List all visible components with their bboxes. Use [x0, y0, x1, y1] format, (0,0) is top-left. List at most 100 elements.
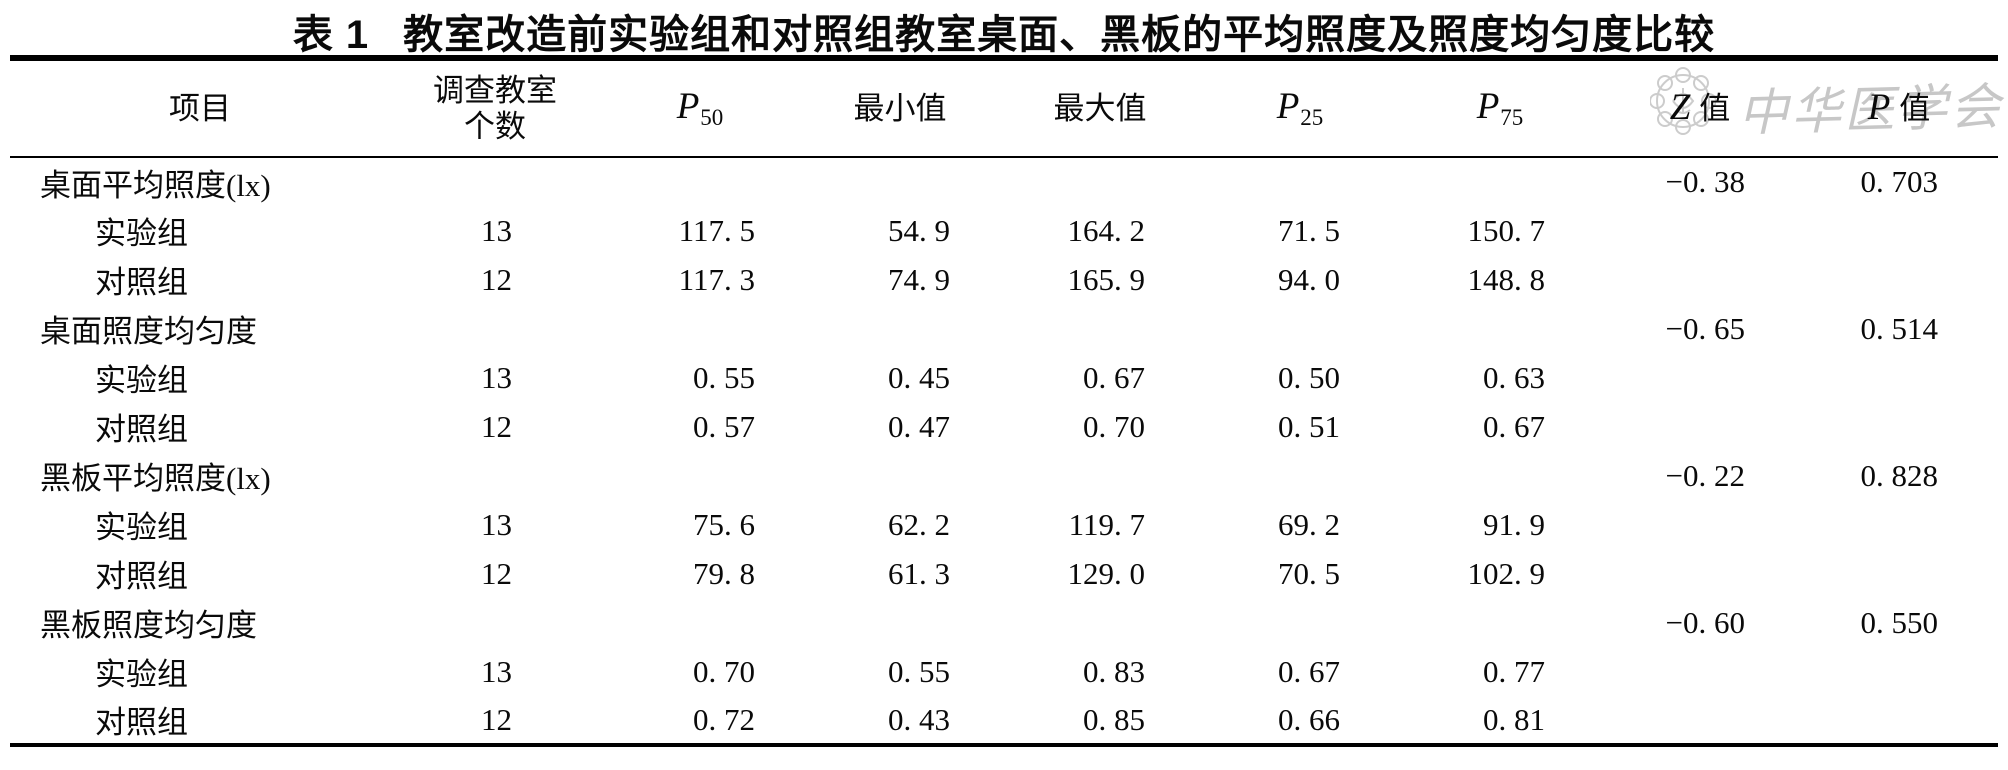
group-row: 实验组 13 0. 55 0. 45 0. 67 0. 50 0. 63 [10, 353, 1998, 402]
cell-z-value: −0. 38 [1665, 164, 1745, 199]
cell-p-value: 0. 703 [1860, 164, 1939, 199]
cell-p25: 69. 2 [1278, 506, 1340, 542]
cell-p75: 150. 7 [1467, 212, 1546, 248]
cell-empty [1600, 696, 1800, 745]
table-title-text: 教室改造前实验组和对照组教室桌面、黑板的平均照度及照度均匀度比较 [403, 12, 1716, 57]
cell-min: 0. 43 [888, 701, 950, 737]
cell-p50: 117. 3 [678, 261, 755, 297]
group-label: 实验组 [95, 216, 188, 251]
cell-p25: 0. 51 [1278, 408, 1340, 444]
col-header-min: 最小值 [800, 58, 1000, 158]
p25-symbol: P [1276, 85, 1300, 127]
cell-p75: 102. 9 [1467, 555, 1546, 591]
cell-empty [1600, 402, 1800, 451]
p50-symbol: P [676, 85, 700, 127]
cell-count: 13 [481, 359, 512, 395]
p75-subscript: 75 [1500, 104, 1524, 130]
cell-min: 54. 9 [888, 212, 950, 248]
cell-min: 0. 45 [888, 359, 950, 395]
cell-p25: 0. 66 [1278, 701, 1340, 737]
section-label: 桌面照度均匀度 [40, 314, 257, 349]
group-label: 对照组 [95, 705, 188, 740]
group-label: 对照组 [95, 265, 188, 300]
cell-p75: 0. 77 [1483, 653, 1545, 689]
col-header-classroom-count-line2: 个数 [464, 108, 526, 144]
p-symbol: P [1867, 87, 1891, 129]
cell-z-value: −0. 60 [1665, 604, 1745, 640]
cell-count: 13 [481, 506, 512, 542]
cell-empty [1600, 549, 1800, 598]
cell-empty [1600, 647, 1800, 696]
section-row: 黑板平均照度(lx) −0. 22 0. 828 [10, 451, 1998, 500]
cell-empty [1600, 206, 1800, 255]
cell-max: 0. 67 [1083, 359, 1145, 395]
group-row: 实验组 13 117. 5 54. 9 164. 2 71. 5 150. 7 [10, 206, 1998, 255]
cell-p-value: 0. 514 [1860, 310, 1939, 346]
col-header-max: 最大值 [1000, 58, 1200, 158]
group-row: 实验组 13 0. 70 0. 55 0. 83 0. 67 0. 77 [10, 647, 1998, 696]
group-label: 对照组 [95, 412, 188, 447]
group-row: 对照组 12 0. 57 0. 47 0. 70 0. 51 0. 67 [10, 402, 1998, 451]
cell-min: 62. 2 [888, 506, 950, 542]
col-header-p75: P75 [1400, 58, 1600, 158]
cell-p25: 94. 0 [1278, 261, 1340, 297]
group-row: 对照组 12 117. 3 74. 9 165. 9 94. 0 148. 8 [10, 255, 1998, 304]
cell-empty [1800, 500, 1998, 549]
z-symbol: Z [1669, 87, 1691, 129]
cell-p50: 0. 70 [693, 653, 755, 689]
cell-empty [1800, 206, 1998, 255]
group-row: 实验组 13 75. 6 62. 2 119. 7 69. 2 91. 9 [10, 500, 1998, 549]
cell-p75: 0. 81 [1483, 701, 1545, 737]
section-label: 黑板平均照度(lx) [40, 461, 271, 496]
table-title: 表 1 教室改造前实验组和对照组教室桌面、黑板的平均照度及照度均匀度比较 [0, 2, 2008, 60]
cell-z-value: −0. 65 [1665, 310, 1745, 346]
section-label: 黑板照度均匀度 [40, 608, 257, 643]
cell-p50: 0. 72 [693, 701, 755, 737]
cell-max: 129. 0 [1067, 555, 1146, 591]
group-label: 实验组 [95, 657, 188, 692]
cell-max: 0. 83 [1083, 653, 1145, 689]
cell-count: 12 [481, 701, 512, 737]
cell-count: 13 [481, 212, 512, 248]
section-row: 桌面平均照度(lx) −0. 38 0. 703 [10, 157, 1998, 206]
col-header-classroom-count: 调查教室 个数 [390, 58, 600, 158]
cell-count: 12 [481, 261, 512, 297]
cell-empty [1800, 549, 1998, 598]
cell-empty [1600, 353, 1800, 402]
cell-empty [1800, 402, 1998, 451]
cell-max: 164. 2 [1067, 212, 1146, 248]
cell-empty [1800, 255, 1998, 304]
z-value-label: 值 [1699, 91, 1731, 127]
cell-p50: 0. 55 [693, 359, 755, 395]
cell-p50: 117. 5 [678, 212, 755, 248]
cell-p50: 75. 6 [693, 506, 755, 542]
cell-min: 0. 55 [888, 653, 950, 689]
cell-p50: 0. 57 [693, 408, 755, 444]
p-value-label: 值 [1899, 91, 1931, 127]
cell-max: 165. 9 [1067, 261, 1146, 297]
group-row: 对照组 12 79. 8 61. 3 129. 0 70. 5 102. 9 [10, 549, 1998, 598]
cell-empty [1600, 500, 1800, 549]
cell-p50: 79. 8 [693, 555, 755, 591]
section-row: 黑板照度均匀度 −0. 60 0. 550 [10, 598, 1998, 647]
cell-empty [1800, 353, 1998, 402]
cell-p75: 0. 63 [1483, 359, 1545, 395]
cell-min: 61. 3 [888, 555, 950, 591]
cell-z-value: −0. 22 [1665, 457, 1745, 493]
cell-p-value: 0. 828 [1860, 457, 1939, 493]
cell-count: 12 [481, 555, 512, 591]
cell-min: 74. 9 [888, 261, 950, 297]
cell-max: 0. 85 [1083, 701, 1145, 737]
cell-p25: 70. 5 [1278, 555, 1340, 591]
cell-empty [1800, 696, 1998, 745]
group-label: 实验组 [95, 363, 188, 398]
col-header-classroom-count-line1: 调查教室 [433, 72, 557, 108]
group-label: 实验组 [95, 510, 188, 545]
cell-p25: 71. 5 [1278, 212, 1340, 248]
p50-subscript: 50 [700, 104, 724, 130]
cell-max: 119. 7 [1068, 506, 1145, 542]
col-header-p25: P25 [1200, 58, 1400, 158]
